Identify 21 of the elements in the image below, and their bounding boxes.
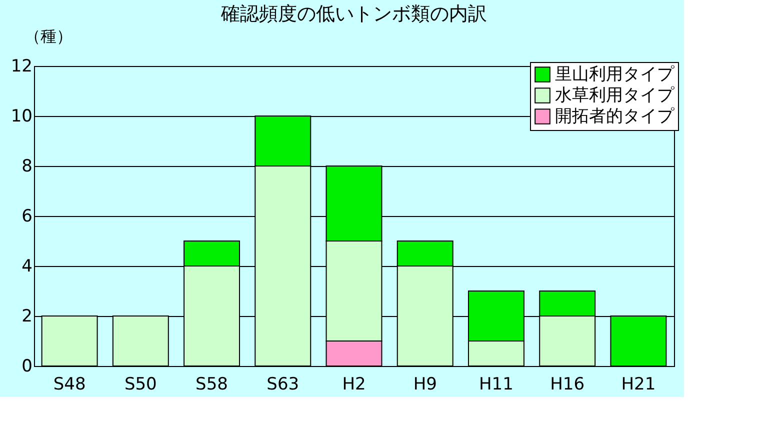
y-axis-title: （種） — [24, 26, 72, 46]
y-tick-label: 12 — [10, 56, 32, 76]
y-tick-label: 0 — [22, 356, 32, 376]
x-tick-label: H16 — [550, 374, 585, 394]
legend-label: 水草利用タイプ — [555, 86, 675, 106]
y-tick-label: 2 — [22, 306, 32, 326]
x-tick-label: H2 — [342, 374, 366, 394]
x-tick-label: H11 — [479, 374, 514, 394]
x-tick-label: S48 — [53, 374, 86, 394]
y-tick-label: 6 — [22, 206, 32, 226]
x-tick-label: S50 — [124, 374, 157, 394]
x-tick-label: S58 — [196, 374, 228, 394]
y-tick-label: 4 — [22, 256, 32, 276]
legend-label: 開拓者的タイプ — [555, 106, 675, 126]
chart-title: 確認頻度の低いトンボ類の内訳 — [220, 3, 487, 25]
x-tick-label: H9 — [413, 374, 437, 394]
legend-label: 里山利用タイプ — [555, 64, 675, 84]
x-tick-label: H21 — [621, 374, 656, 394]
y-tick-label: 10 — [10, 106, 32, 126]
y-tick-label: 8 — [22, 156, 32, 176]
x-tick-label: S63 — [266, 374, 300, 394]
